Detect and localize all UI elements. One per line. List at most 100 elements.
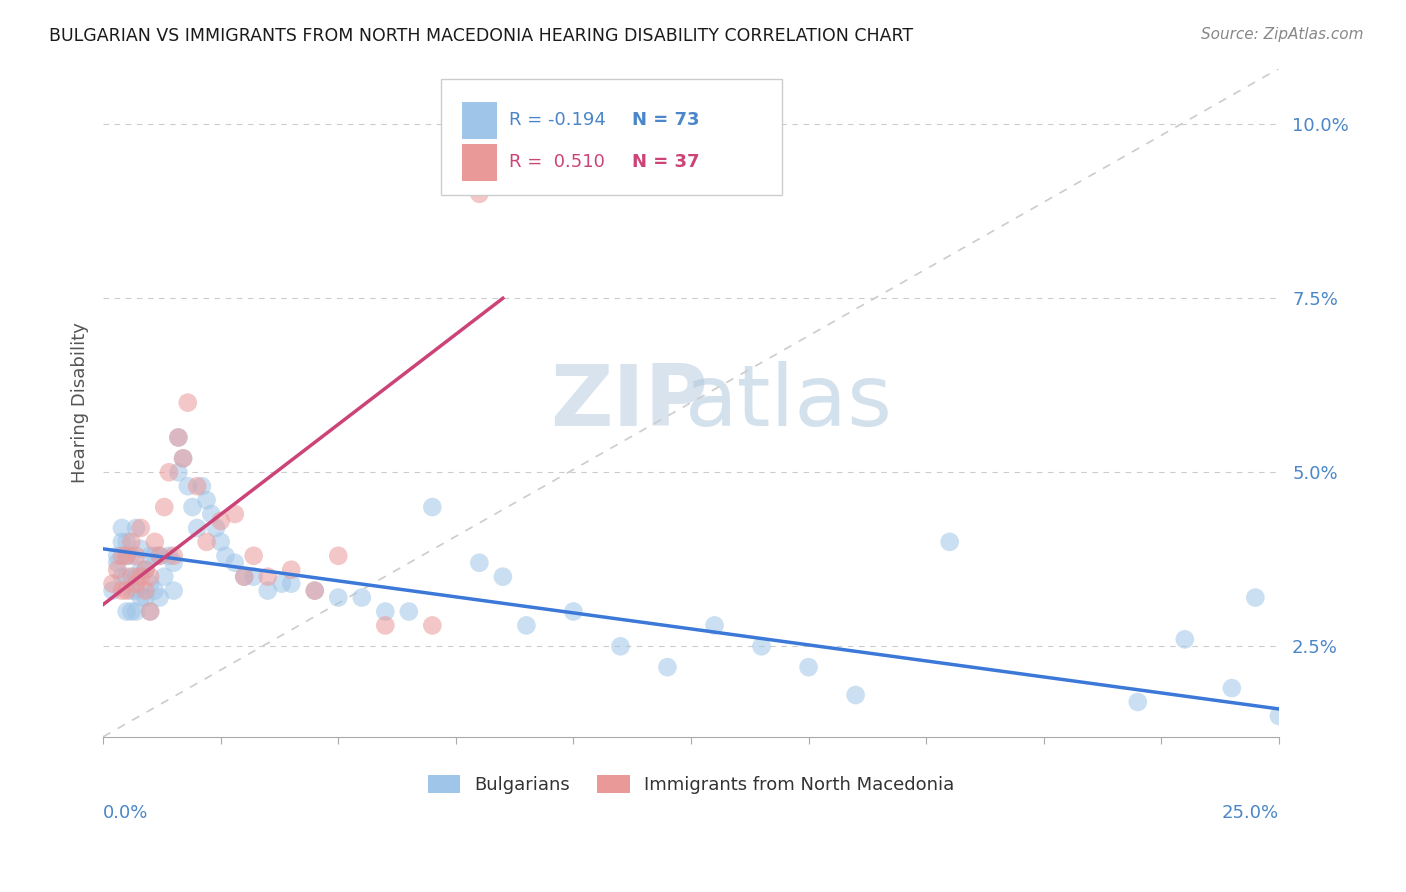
Point [195, 534, 218, 549]
Point [280, 563, 302, 577]
Point [111, 583, 134, 598]
Bar [461, 102, 496, 138]
Point [205, 521, 228, 535]
Point [134, 583, 156, 598]
Point [105, 556, 128, 570]
Point [609, 640, 631, 654]
Point [115, 549, 138, 563]
Point [468, 556, 491, 570]
Point [101, 576, 124, 591]
Point [374, 605, 396, 619]
Point [157, 465, 180, 479]
Point [163, 556, 186, 570]
Point [129, 563, 152, 577]
FancyBboxPatch shape [440, 78, 782, 195]
Point [1220, 681, 1243, 695]
Point [233, 570, 256, 584]
Text: Source: ZipAtlas.com: Source: ZipAtlas.com [1201, 27, 1364, 42]
Point [167, 430, 190, 444]
Point [214, 549, 236, 563]
Text: N = 73: N = 73 [633, 112, 700, 129]
Point [115, 549, 138, 563]
Point [163, 549, 186, 563]
Legend: Bulgarians, Immigrants from North Macedonia: Bulgarians, Immigrants from North Macedo… [420, 767, 962, 801]
Point [115, 570, 138, 584]
Point [177, 479, 200, 493]
Point [125, 549, 148, 563]
Point [468, 186, 491, 201]
Point [120, 549, 142, 563]
Point [242, 549, 264, 563]
Point [143, 549, 166, 563]
Point [139, 605, 162, 619]
Point [200, 507, 222, 521]
Point [224, 556, 246, 570]
Point [1268, 709, 1291, 723]
Point [148, 549, 170, 563]
Point [186, 521, 208, 535]
Text: 0.0%: 0.0% [103, 804, 149, 822]
Point [115, 605, 138, 619]
Point [270, 576, 292, 591]
Point [120, 605, 142, 619]
Point [1174, 632, 1197, 647]
Point [105, 549, 128, 563]
Point [139, 576, 162, 591]
Point [304, 583, 326, 598]
Point [167, 430, 190, 444]
Point [328, 549, 350, 563]
Point [172, 451, 194, 466]
Point [1244, 591, 1267, 605]
Y-axis label: Hearing Disability: Hearing Disability [72, 322, 89, 483]
Point [111, 521, 134, 535]
Point [148, 591, 170, 605]
Point [129, 570, 152, 584]
Text: atlas: atlas [685, 361, 893, 444]
Text: R =  0.510: R = 0.510 [509, 153, 605, 171]
Point [125, 570, 148, 584]
Point [350, 591, 373, 605]
Point [195, 493, 218, 508]
Point [111, 534, 134, 549]
Point [120, 534, 142, 549]
Point [115, 534, 138, 549]
Point [209, 534, 232, 549]
Point [125, 605, 148, 619]
Point [233, 570, 256, 584]
Point [1126, 695, 1149, 709]
Point [125, 576, 148, 591]
Point [420, 500, 443, 514]
Point [797, 660, 820, 674]
Point [134, 563, 156, 577]
Point [751, 640, 773, 654]
Point [120, 583, 142, 598]
Text: N = 37: N = 37 [633, 153, 700, 171]
Point [129, 521, 152, 535]
Point [139, 605, 162, 619]
Point [242, 570, 264, 584]
Bar [461, 144, 496, 181]
Point [398, 605, 420, 619]
Point [562, 605, 585, 619]
Text: ZIP: ZIP [550, 361, 707, 444]
Point [172, 451, 194, 466]
Point [186, 479, 208, 493]
Point [134, 563, 156, 577]
Point [177, 395, 200, 409]
Point [191, 479, 214, 493]
Point [148, 549, 170, 563]
Point [181, 500, 204, 514]
Point [224, 507, 246, 521]
Point [209, 514, 232, 528]
Point [153, 500, 176, 514]
Point [115, 583, 138, 598]
Text: BULGARIAN VS IMMIGRANTS FROM NORTH MACEDONIA HEARING DISABILITY CORRELATION CHAR: BULGARIAN VS IMMIGRANTS FROM NORTH MACED… [49, 27, 914, 45]
Point [167, 465, 190, 479]
Point [492, 570, 515, 584]
Point [143, 583, 166, 598]
Point [143, 534, 166, 549]
Point [139, 570, 162, 584]
Point [129, 591, 152, 605]
Point [111, 570, 134, 584]
Point [304, 583, 326, 598]
